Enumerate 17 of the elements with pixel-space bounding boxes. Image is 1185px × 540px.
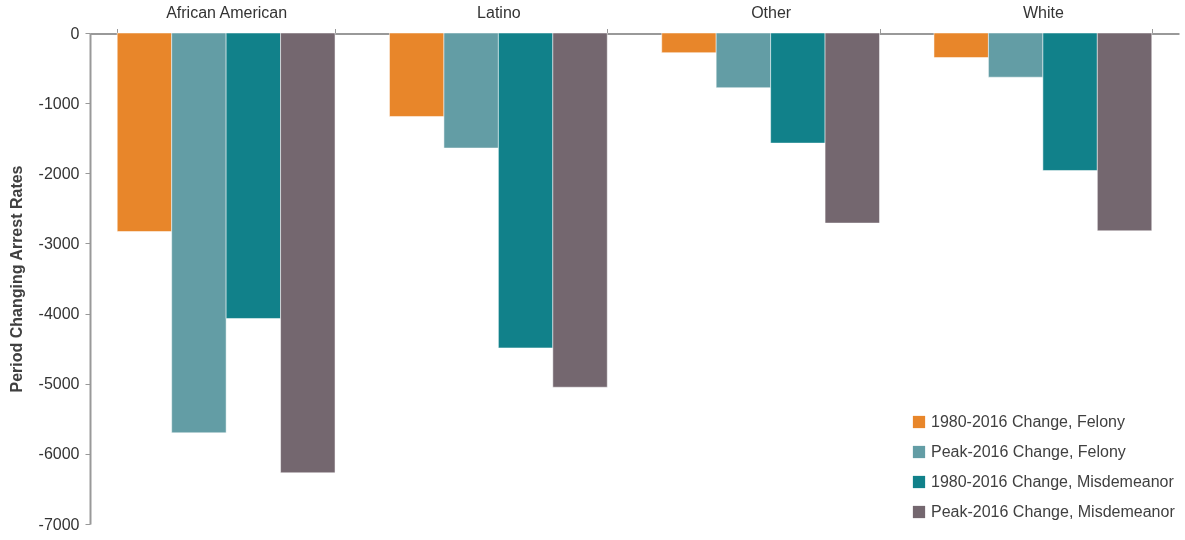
y-tick-label: 0 xyxy=(70,24,80,42)
legend-label: 1980-2016 Change, Felony xyxy=(931,413,1125,430)
x-tick-label: African American xyxy=(166,4,288,21)
y-tick-label: -7000 xyxy=(38,515,80,533)
y-tick-label: -5000 xyxy=(38,375,80,393)
y-tick-label: -4000 xyxy=(38,305,80,323)
x-tick-label: Other xyxy=(751,4,792,21)
y-tick-label: -3000 xyxy=(38,234,80,252)
legend-label: 1980-2016 Change, Misdemeanor xyxy=(931,473,1175,490)
y-tick-label: -6000 xyxy=(38,445,80,463)
x-tick-label: White xyxy=(1022,4,1064,21)
legend-label: Peak-2016 Change, Misdemeanor xyxy=(931,503,1176,520)
legend-label: Peak-2016 Change, Felony xyxy=(931,443,1126,460)
y-tick-label: -1000 xyxy=(38,94,80,112)
x-tick-label: Latino xyxy=(477,4,521,21)
y-axis-title: Period Changing Arrest Rates xyxy=(7,165,25,393)
y-tick-label: -2000 xyxy=(38,164,80,182)
